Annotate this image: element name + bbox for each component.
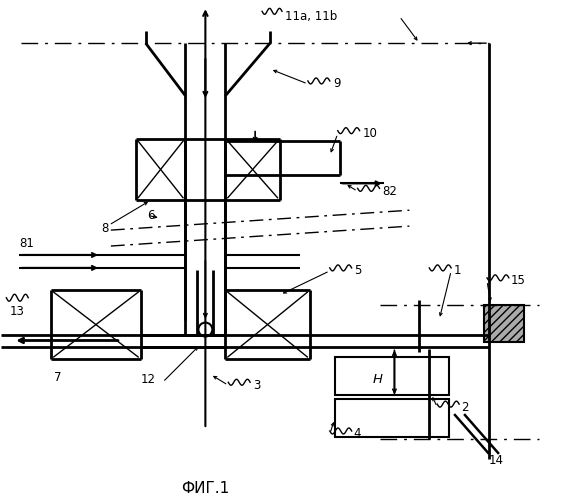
Text: 14: 14 [489, 454, 504, 468]
Text: ФИГ.1: ФИГ.1 [181, 481, 229, 496]
Text: 82: 82 [383, 185, 397, 198]
Text: 10: 10 [363, 127, 377, 140]
Bar [334, 358, 449, 395]
Text: 11a, 11b: 11a, 11b [285, 10, 337, 23]
Bar [484, 304, 524, 343]
Text: 1: 1 [454, 264, 462, 278]
Bar [334, 399, 449, 437]
Text: 7: 7 [54, 371, 62, 384]
Text: 6: 6 [147, 208, 154, 222]
Text: 15: 15 [511, 274, 526, 287]
Text: 2: 2 [461, 400, 468, 413]
Text: 4: 4 [354, 428, 361, 440]
Text: 9: 9 [333, 78, 340, 90]
Text: 12: 12 [141, 373, 156, 386]
Text: 81: 81 [19, 236, 34, 250]
Text: 8: 8 [101, 222, 108, 234]
Text: 3: 3 [253, 378, 260, 392]
Text: 5: 5 [354, 264, 361, 278]
Text: 13: 13 [10, 305, 24, 318]
Text: H: H [372, 373, 383, 386]
